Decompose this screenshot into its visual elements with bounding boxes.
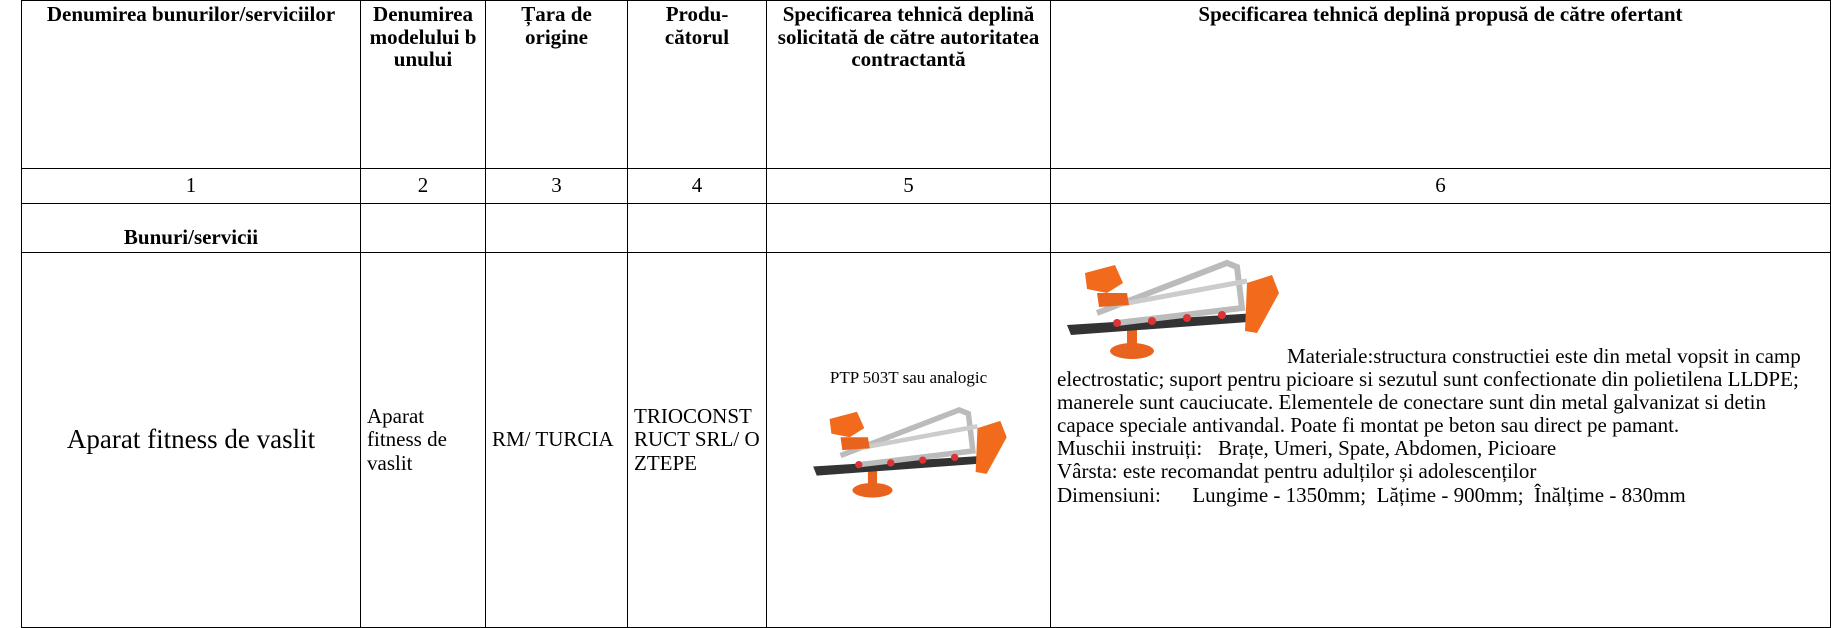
header-row: Denumirea bunurilor/serviciilor Denumire… bbox=[21, 0, 1831, 169]
number-row: 1 2 3 4 5 6 bbox=[21, 168, 1831, 204]
product-image bbox=[1057, 253, 1287, 363]
col-number: 4 bbox=[627, 168, 767, 204]
header-cell: Țara de origine bbox=[485, 0, 628, 169]
col-number: 5 bbox=[766, 168, 1051, 204]
offered-line: Muschii instruiți: Brațe, Umeri, Spate, … bbox=[1057, 436, 1557, 461]
header-cell: Specificarea tehnică deplină solicitată … bbox=[766, 0, 1051, 169]
item-requested: PTP 503T sau analogic bbox=[829, 368, 988, 388]
section-label: Bunuri/servicii bbox=[21, 203, 361, 253]
item-origin: RM/ TURCIA bbox=[485, 252, 628, 628]
col-number: 2 bbox=[360, 168, 486, 204]
product-image bbox=[804, 396, 1014, 506]
col-number: 1 bbox=[21, 168, 361, 204]
item-requested-cell: PTP 503T sau analogic bbox=[766, 252, 1051, 628]
item-name: Aparat fitness de vaslit bbox=[21, 252, 361, 628]
header-cell: Produ-cătorul bbox=[627, 0, 767, 169]
offered-line: Dimensiuni: Lungime - 1350mm; Lățime - 9… bbox=[1057, 482, 1686, 507]
header-cell: Denumirea bunurilor/serviciilor bbox=[21, 0, 361, 169]
item-model: Aparat fitness de vaslit bbox=[360, 252, 486, 628]
col-number: 6 bbox=[1050, 168, 1831, 204]
col-number: 3 bbox=[485, 168, 628, 204]
item-producer: TRIOCONSTRUCT SRL/ OZTEPE bbox=[627, 252, 767, 628]
cell bbox=[360, 203, 486, 253]
item-offered: Materiale:structura constructiei este di… bbox=[1050, 252, 1831, 628]
item-row: Aparat fitness de vaslit Aparat fitness … bbox=[21, 252, 1831, 628]
spec-table: Denumirea bunurilor/serviciilor Denumire… bbox=[21, 0, 1831, 628]
offered-line: Materiale:structura constructiei este di… bbox=[1057, 344, 1807, 438]
cell bbox=[766, 203, 1051, 253]
offered-line: Vârsta: este recomandat pentru adulților… bbox=[1057, 459, 1537, 484]
header-cell: Denumirea modelului bunului bbox=[360, 0, 486, 169]
cell bbox=[1050, 203, 1831, 253]
cell bbox=[627, 203, 767, 253]
offered-text: Materiale:structura constructiei este di… bbox=[1057, 253, 1824, 437]
section-row: Bunuri/servicii bbox=[21, 203, 1831, 253]
cell bbox=[485, 203, 628, 253]
header-cell: Specificarea tehnică deplină propusă de … bbox=[1050, 0, 1831, 169]
